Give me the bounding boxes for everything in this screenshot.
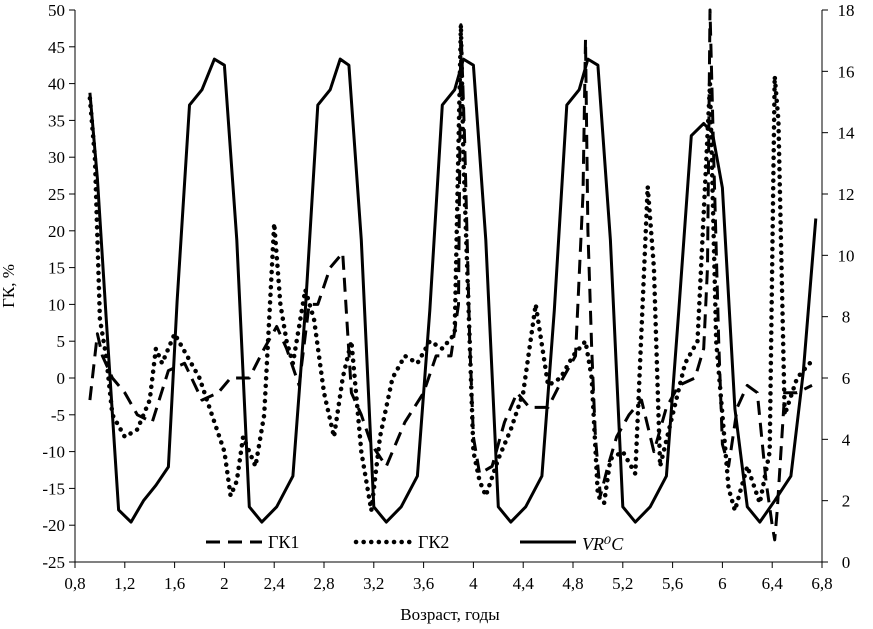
y-tick-label: -20: [42, 516, 65, 535]
x-tick-label: 2: [220, 574, 229, 593]
y-tick-label: 35: [48, 111, 65, 130]
axes: [74, 10, 823, 563]
x-tick-label: 4: [469, 574, 478, 593]
y2-tick-label: 12: [838, 185, 855, 204]
x-axis-title: Возраст, годы: [400, 605, 500, 624]
series-line-3: [88, 57, 818, 524]
y-tick-label: 15: [48, 259, 65, 278]
x-tick-label: 1,2: [114, 574, 135, 593]
y-tick-label: -5: [51, 406, 65, 425]
x-tick-label: 2,8: [313, 574, 334, 593]
y2-tick-label: 6: [842, 369, 851, 388]
y2-tick-label: 0: [842, 553, 851, 572]
plot-lines: [87, 8, 819, 542]
y2-tick-label: 10: [838, 246, 855, 265]
legend-background: [198, 525, 670, 559]
y-tick-label: 0: [57, 369, 66, 388]
y-tick-label: -25: [42, 553, 65, 572]
legend: ГК1 ГК2 VR⁰C: [198, 525, 670, 559]
y-tick-label: 30: [48, 148, 65, 167]
series-line-2: [87, 22, 819, 513]
y2-tick-label: 4: [842, 430, 851, 449]
x-tick-label: 6,8: [811, 574, 832, 593]
x-tick-label: 5,6: [662, 574, 683, 593]
y-tick-label: 40: [48, 75, 65, 94]
legend-label-gk1: ГК1: [268, 532, 299, 552]
y-tick-label: 45: [48, 38, 65, 57]
y-tick-label: 50: [48, 1, 65, 20]
y2-tick-label: 2: [842, 492, 851, 511]
x-tick-label: 2,4: [264, 574, 286, 593]
y-tick-label: 5: [57, 332, 66, 351]
x-tick-label: 4,4: [513, 574, 535, 593]
y-tick-label: 20: [48, 222, 65, 241]
y-ticks-right: 0 2 4 6 8 10 12 14 16 18: [822, 1, 855, 572]
x-tick-label: 6,4: [762, 574, 784, 593]
y-tick-label: -10: [42, 443, 65, 462]
y-tick-label: 25: [48, 185, 65, 204]
x-tick-label: 6: [718, 574, 727, 593]
y-tick-label: 10: [48, 295, 65, 314]
y-axis-title: ГК, %: [0, 264, 18, 308]
y2-tick-label: 8: [842, 308, 851, 327]
y-tick-label: -15: [42, 479, 65, 498]
x-tick-label: 3,2: [363, 574, 384, 593]
x-ticks: 0,8 1,2 1,6 2 2,4 2,8 3,2 3,6 4 4,4 4,8 5,2 5,6 6 6,4 6…: [64, 562, 833, 593]
x-tick-label: 0,8: [64, 574, 85, 593]
x-tick-label: 3,6: [413, 574, 434, 593]
legend-label-vrc: VR⁰C: [582, 534, 624, 554]
legend-label-gk2: ГК2: [418, 532, 449, 552]
x-tick-label: 4,8: [562, 574, 583, 593]
y2-tick-label: 14: [838, 124, 856, 143]
x-tick-label: 1,6: [164, 574, 185, 593]
series-line-1: [88, 8, 813, 542]
y2-tick-label: 18: [838, 1, 855, 20]
y2-tick-label: 16: [838, 62, 855, 81]
x-tick-label: 5,2: [612, 574, 633, 593]
y-ticks-left: -25 -20 -15 -10 -5 0 5 10 15 20 25 30 35 40 45 50: [42, 1, 75, 572]
